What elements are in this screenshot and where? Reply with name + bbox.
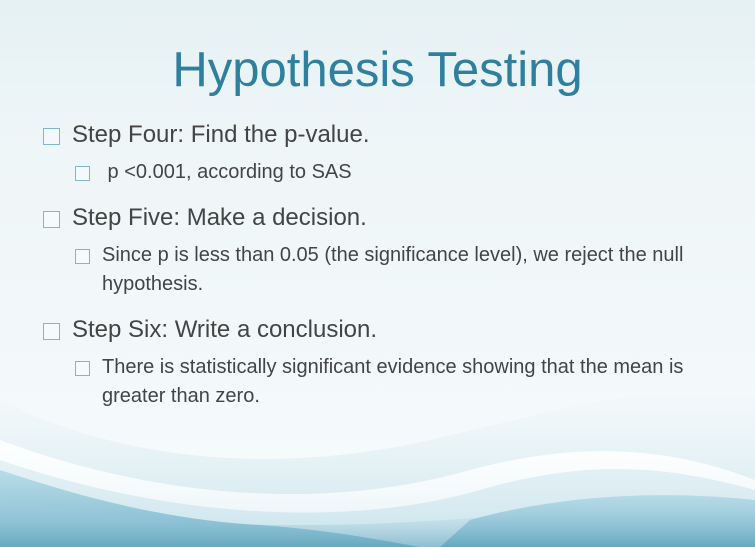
slide-body: Step Four: Find the p-value. p <0.001, a… — [40, 116, 730, 411]
square-bullet-icon — [75, 249, 90, 264]
sub-bullet-step-four: p <0.001, according to SAS — [40, 158, 730, 187]
bullet-step-four: Step Four: Find the p-value. — [40, 120, 730, 150]
bullet-text: Step Four: Find the p-value. — [72, 121, 370, 148]
sub-bullet-step-five: Since p is less than 0.05 (the significa… — [40, 241, 730, 299]
sub-bullet-text: Since p is less than 0.05 (the significa… — [102, 244, 684, 295]
bullet-step-five: Step Five: Make a decision. — [40, 203, 730, 233]
slide-title: Hypothesis Testing — [172, 43, 583, 97]
square-bullet-icon — [43, 323, 60, 340]
square-bullet-icon — [43, 211, 60, 228]
sub-bullet-step-six: There is statistically significant evide… — [40, 353, 730, 411]
sub-bullet-text: There is statistically significant evide… — [102, 356, 684, 407]
square-bullet-icon — [43, 128, 60, 145]
wave-highlight — [0, 440, 755, 513]
bullet-step-six: Step Six: Write a conclusion. — [40, 315, 730, 345]
square-bullet-icon — [75, 361, 90, 376]
sub-bullet-text: p <0.001, according to SAS — [102, 161, 352, 183]
bullet-text: Step Six: Write a conclusion. — [72, 316, 378, 343]
wave-shade — [0, 499, 755, 547]
bullet-text: Step Five: Make a decision. — [72, 204, 367, 231]
square-bullet-icon — [75, 166, 90, 181]
